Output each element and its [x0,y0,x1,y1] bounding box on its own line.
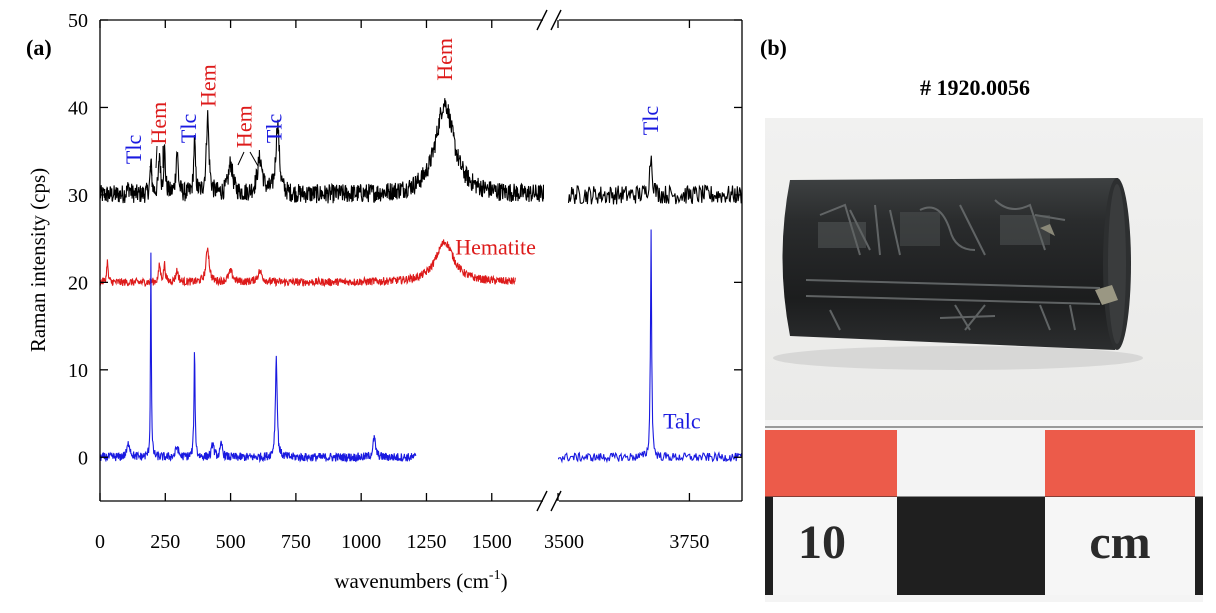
x-axis-label-sup: -1 [489,568,501,583]
y-tick-label: 40 [68,97,88,119]
panel-b-label: (b) [760,35,787,60]
y-tick-label: 20 [68,272,88,294]
photo-title: # 1920.0056 [920,75,1030,100]
y-tick-label: 0 [78,447,88,469]
annotation-leader [149,165,153,177]
ruler-number: 10 [798,516,846,569]
x-tick-label: 0 [95,531,105,553]
x-tick-label: 3500 [544,531,584,553]
x-tick-label: 3750 [669,531,709,553]
peak-annotation: Tlc [121,135,146,165]
y-tick-label: 10 [68,360,88,382]
x-tick-label: 1500 [472,531,512,553]
peak-annotation: Tlc [176,114,201,144]
series-layer [100,98,742,464]
axis-break-bottom [536,490,562,512]
spectrum-sample [567,155,742,205]
spectrum-hematite [100,239,516,288]
peak-annotation: Hem [195,64,220,107]
peak-annotation: Hematite [455,234,536,259]
scale-ruler: 10 cm [765,420,1203,602]
spectrum-talc [558,229,742,464]
peak-annotation: Hem [432,38,457,81]
seal-photo-panel: (b) # 1920.0056 [760,35,1203,602]
x-tick-label: 250 [150,531,180,553]
spectrum-talc [100,252,417,464]
peak-annotation: Tlc [638,106,663,136]
axes-frame [99,19,743,502]
panel-a-label: (a) [26,35,52,60]
x-axis-label-text: wavenumbers (cm [334,569,489,593]
ruler-unit: cm [1089,516,1150,569]
annotation-leader [249,151,259,167]
annotation-leader [155,145,158,169]
annotation-leader [237,151,245,166]
peak-annotation: Tlc [261,114,286,144]
x-tick-label: 1000 [341,531,381,553]
x-tick-label: 500 [216,531,246,553]
x-axis-ticks: 0 250 500 750 1000 1250 1500 3500 3750 [95,20,709,553]
x-axis-label: wavenumbers (cm-1) [334,568,507,593]
x-tick-label: 750 [281,531,311,553]
y-axis-ticks: 0 10 20 30 40 50 [68,10,742,469]
x-tick-label: 1250 [406,531,446,553]
peak-annotation: Talc [663,408,701,433]
spectrum-sample [100,98,544,204]
peak-annotation: Hem [231,105,256,148]
y-tick-label: 30 [68,185,88,207]
y-axis-label: Raman intensity (cps) [26,168,50,352]
x-axis-label-close: ) [501,569,508,593]
axis-break-top [536,9,562,31]
y-tick-label: 50 [68,10,88,32]
peak-annotation: Hem [146,102,171,145]
